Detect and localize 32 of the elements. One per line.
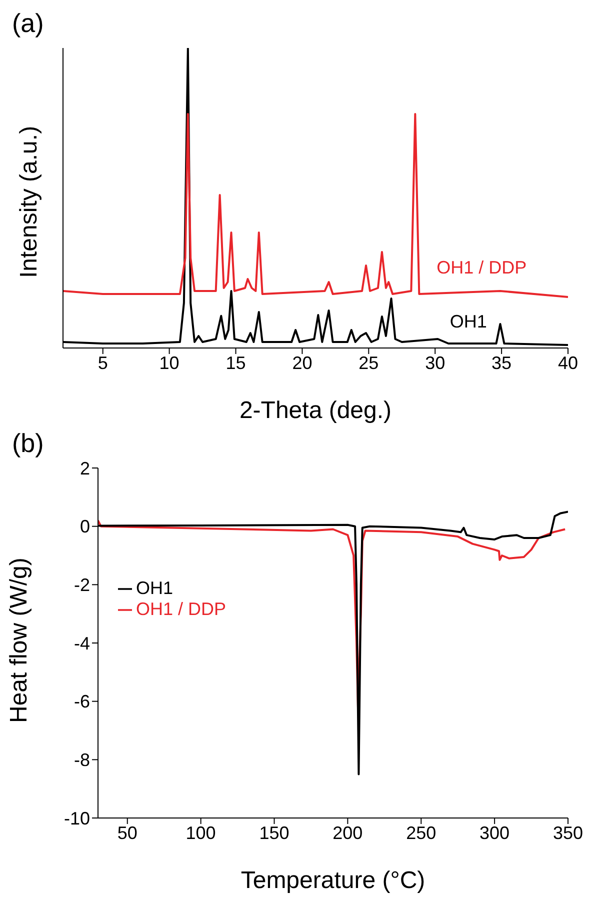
x-tick-label: 350 [552,822,584,843]
text: (a) [12,8,44,39]
x-tick-label: 100 [186,822,216,843]
legend-label: OH1 / DDP [136,599,226,619]
x-tick-label: 15 [226,352,246,373]
x-tick-label: 50 [117,822,138,843]
y-tick-label: -8 [74,750,90,770]
y-axis-title: Intensity (a.u.) [16,126,43,278]
y-tick-label: 2 [80,458,90,478]
series-label: OH1 [450,311,487,332]
x-tick-label: 5 [98,352,108,373]
y-tick-label: -6 [74,692,90,712]
text: (b) [12,428,44,459]
x-tick-label: 250 [406,822,436,843]
x-tick-label: 300 [480,822,510,843]
x-tick-label: 150 [259,822,290,843]
x-tick-label: 40 [558,352,578,373]
x-tick-label: 35 [492,352,512,373]
x-tick-label: 20 [292,352,312,373]
y-tick-label: -2 [74,575,90,596]
x-tick-label: 30 [425,352,446,373]
legend-label: OH1 [136,578,174,598]
y-tick-label: 0 [80,516,90,537]
x-axis-title: 2-Theta (deg.) [239,397,392,424]
x-tick-label: 200 [332,822,363,843]
series-label: OH1 / DDP [436,257,527,278]
y-tick-label: -4 [74,633,90,654]
y-axis-title: Heat flow (W/g) [6,558,33,723]
x-tick-label: 10 [159,352,180,373]
y-tick-label: -10 [64,808,90,828]
x-axis-title: Temperature (°C) [240,867,426,894]
x-tick-label: 25 [358,352,379,373]
